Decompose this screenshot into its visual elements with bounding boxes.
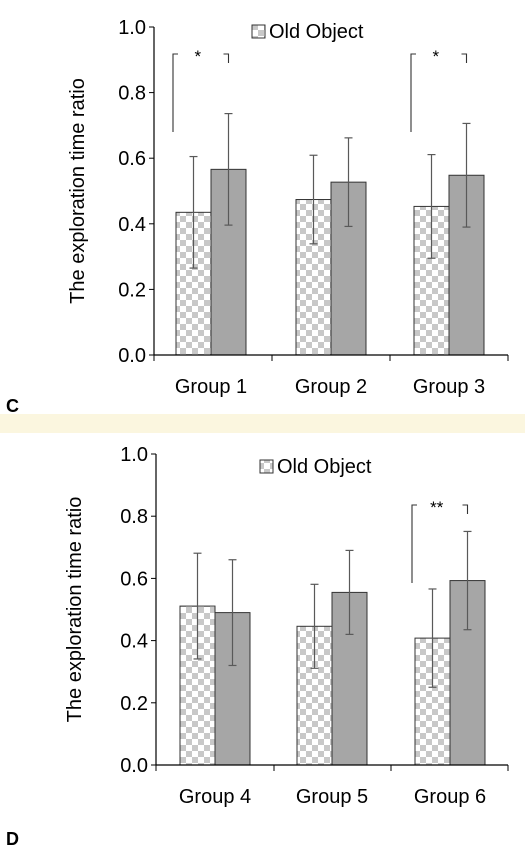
significance-bracket-right [462, 504, 469, 514]
significance-label: * [432, 47, 439, 66]
chart-d-svg: 0.0 0.2 0.4 0.6 0.8 1.0 The exploration time r… [64, 444, 509, 808]
y-tick-label: 0.0 [120, 755, 148, 777]
y-tick-label: 0.4 [120, 631, 148, 653]
y-tick-label: 0.4 [118, 214, 146, 236]
legend-swatch [251, 24, 266, 39]
y-tick-label: 0.8 [118, 83, 146, 105]
chart-panel-d: 0.0 0.2 0.4 0.6 0.8 1.0 The exploration time r… [0, 433, 525, 850]
y-tick-label: 0.6 [118, 148, 146, 170]
y-tick-label: 0.0 [118, 345, 146, 367]
chart-panel-c: 0.0 0.2 0.4 0.6 0.8 1.0 The exploration time r… [0, 0, 525, 416]
panel-label-c: C [6, 396, 19, 416]
x-tick-label: Group 4 [179, 786, 251, 808]
legend-label: Old Object [277, 456, 372, 478]
y-tick-label: 0.2 [118, 279, 146, 301]
significance-label: * [194, 47, 201, 66]
x-tick-label: Group 3 [413, 376, 485, 398]
y-tick-label: 1.0 [120, 444, 148, 466]
chart-c-svg: 0.0 0.2 0.4 0.6 0.8 1.0 The exploration time r… [67, 17, 509, 398]
y-tick-label: 1.0 [118, 17, 146, 39]
y-tick-label: 0.8 [120, 506, 148, 528]
x-tick-label: Group 2 [295, 376, 367, 398]
y-tick-label: 0.2 [120, 693, 148, 715]
legend-label: Old Object [269, 21, 364, 43]
significance-bracket-right [223, 53, 230, 63]
y-axis-label: The exploration time ratio [67, 78, 89, 304]
significance-bracket-left [411, 504, 417, 583]
x-tick-label: Group 5 [296, 786, 368, 808]
x-tick-label: Group 1 [175, 376, 247, 398]
legend-swatch [259, 459, 274, 474]
significance-label: ** [430, 498, 444, 517]
panel-label-d: D [6, 829, 19, 849]
y-axis-label: The exploration time ratio [64, 497, 86, 723]
significance-bracket-left [172, 53, 178, 132]
x-tick-label: Group 6 [414, 786, 486, 808]
significance-bracket-right [461, 53, 468, 63]
significance-bracket-left [410, 53, 416, 132]
y-tick-label: 0.6 [120, 568, 148, 590]
